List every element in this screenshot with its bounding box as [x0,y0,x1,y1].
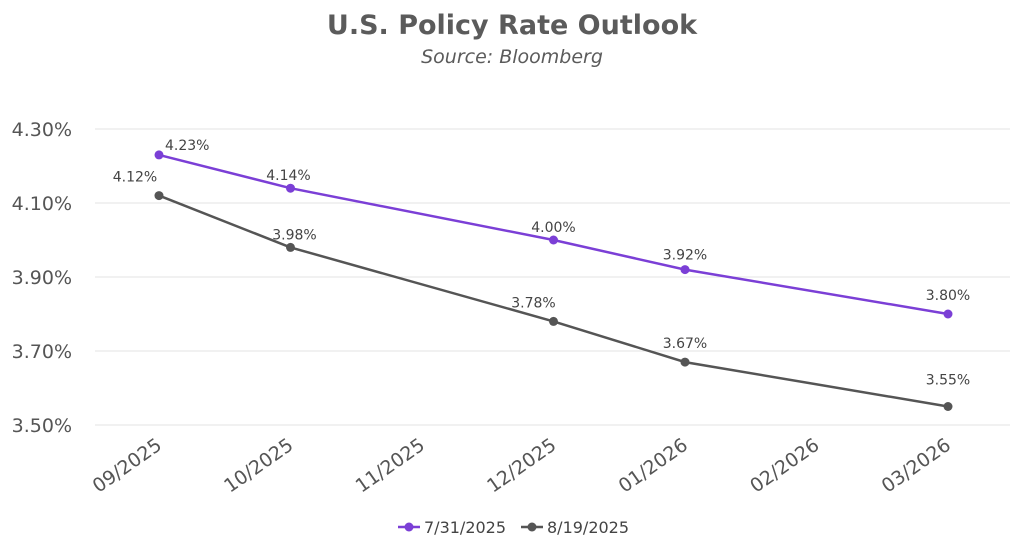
legend-swatch-marker [527,522,537,532]
legend-label: 7/31/2025 [424,518,506,537]
chart-title: U.S. Policy Rate Outlook [326,10,698,41]
x-tick-label: 02/2026 [746,434,823,497]
data-labels: 4.23% 4.14% 4.00% 3.92% 3.80% 4.12% 3.98% 3.78%… [113,138,970,389]
chart-subtitle: Source: Bloomberg [421,46,603,68]
y-tick-label: 3.50% [12,415,72,437]
x-tick-labels: 09/2025 10/2025 11/2025 12/2025 01/2026 02/20… [89,434,955,497]
data-point [549,316,558,326]
y-tick-label: 4.30% [12,119,72,141]
data-point [680,357,690,367]
data-point [549,235,558,245]
legend: 7/31/2025 8/19/2025 [398,518,629,537]
y-tick-label: 3.70% [12,341,72,363]
data-label: 3.78% [511,295,555,311]
y-tick-labels: 4.30% 4.10% 3.90% 3.70% 3.50% [12,119,72,437]
legend-swatch-marker [404,522,414,532]
data-point [943,309,953,319]
data-label: 4.00% [531,220,575,236]
y-tick-label: 3.90% [12,267,72,289]
data-point [943,402,953,411]
data-label: 3.67% [663,336,707,352]
series-layer [154,150,953,411]
data-label: 4.12% [113,170,157,186]
x-tick-label: 11/2025 [352,434,429,497]
data-point [154,191,164,201]
data-label: 3.98% [272,227,316,243]
grid-layer [95,128,1010,426]
data-label: 3.92% [663,248,707,264]
x-tick-label: 12/2025 [483,434,560,497]
x-tick-label: 09/2025 [89,434,166,497]
data-point [286,183,295,193]
data-label: 4.14% [266,168,310,184]
y-tick-label: 4.10% [12,193,72,215]
data-point [154,150,164,160]
x-tick-label: 10/2025 [220,434,297,497]
data-label: 3.80% [926,288,970,304]
legend-label: 8/19/2025 [547,518,629,537]
data-label: 4.23% [165,138,209,154]
x-tick-label: 01/2026 [615,434,692,497]
data-point [286,242,295,252]
data-point [680,265,690,275]
x-tick-label: 03/2026 [878,434,955,497]
data-label: 3.55% [926,373,970,389]
